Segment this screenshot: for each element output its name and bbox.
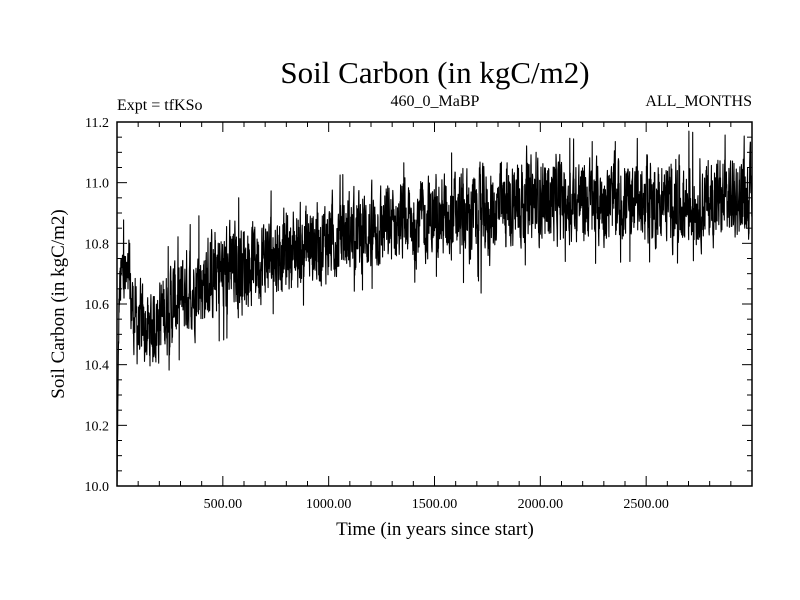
- y-tick-label: 10.0: [85, 480, 110, 495]
- x-tick-label: 2500.00: [623, 497, 669, 512]
- series-layer: [116, 130, 753, 487]
- x-tick-label: 2000.00: [518, 497, 564, 512]
- x-axis-label: Time (in years since start): [336, 519, 534, 540]
- y-tick-label: 10.4: [85, 359, 110, 374]
- y-tick-label: 11.0: [85, 177, 109, 192]
- series-line-soil-carbon: [116, 130, 753, 487]
- y-tick-label: 11.2: [85, 116, 109, 131]
- y-tick-label: 10.2: [85, 419, 110, 434]
- subtitle-period: 460_0_MaBP: [391, 93, 480, 110]
- y-axis-label: Soil Carbon (in kgC/m2): [48, 209, 69, 398]
- subtitle-experiment: Expt = tfKSo: [117, 97, 202, 114]
- ticks-layer: 500.00 1000.00 1500.00 2000.00 2500.00 10.0 10…: [85, 116, 752, 512]
- x-tick-label: 1500.00: [412, 497, 458, 512]
- y-tick-label: 10.6: [85, 298, 110, 313]
- x-tick-label: 1000.00: [306, 497, 352, 512]
- y-tick-label: 10.8: [85, 237, 110, 252]
- plot-frame: [116, 121, 753, 487]
- chart-title: Soil Carbon (in kgC/m2): [280, 55, 589, 90]
- subtitle-months: ALL_MONTHS: [645, 93, 752, 110]
- x-tick-label: 500.00: [204, 497, 243, 512]
